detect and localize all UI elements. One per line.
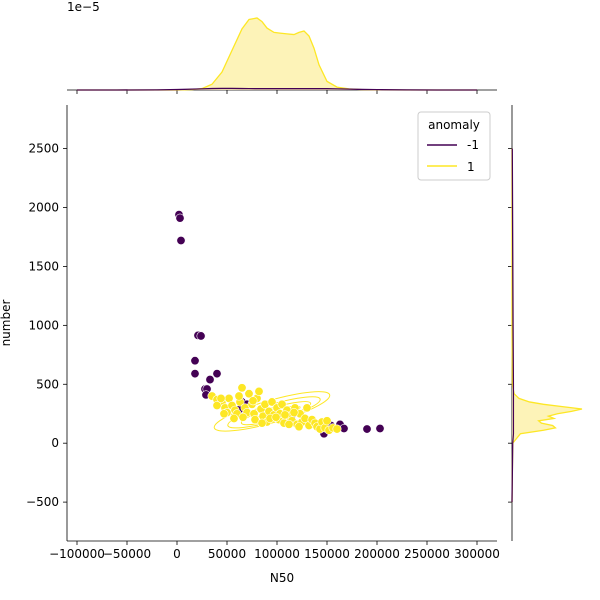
scatter-point-anomaly xyxy=(175,213,185,223)
right-marginal-distribution xyxy=(508,105,583,541)
scatter-point-normal xyxy=(254,386,264,396)
x-axis-ticks: −100000−50000 0 50000 100000 150000 200000 250… xyxy=(49,541,500,561)
scatter-point-anomaly xyxy=(190,369,200,379)
scatter-point-normal xyxy=(216,393,226,403)
scatter-point-normal xyxy=(271,412,281,422)
y-tick-label: 500 xyxy=(36,377,59,391)
scatter-point-normal xyxy=(280,410,290,420)
y-tick-label: 2500 xyxy=(28,142,59,156)
y-tick-label: −500 xyxy=(26,495,59,509)
x-tick-label: 150000 xyxy=(304,547,350,561)
top-marginal-scale-label: 1e−5 xyxy=(67,0,100,14)
scatter-point-normal xyxy=(250,415,260,425)
main-scatter-plot: −100000−50000 0 50000 100000 150000 200000 250… xyxy=(0,105,500,585)
scatter-point-normal xyxy=(257,418,267,428)
scatter-point-normal xyxy=(219,409,229,419)
scatter-point-anomaly xyxy=(205,375,215,385)
legend: anomaly -1 1 xyxy=(417,111,491,181)
top-kde-fill-normal xyxy=(77,18,477,90)
legend-label-anomaly: -1 xyxy=(467,138,479,152)
legend-title: anomaly xyxy=(428,118,480,132)
scatter-point-anomaly xyxy=(190,356,200,366)
top-kde-line-anomaly xyxy=(77,87,477,91)
scatter-point-normal xyxy=(277,399,287,409)
scatter-point-normal xyxy=(289,408,299,418)
x-tick-label: 200000 xyxy=(354,547,400,561)
legend-label-normal: 1 xyxy=(467,160,475,174)
y-axis-label: number xyxy=(0,300,13,347)
y-tick-label: 0 xyxy=(51,436,59,450)
x-tick-label: 300000 xyxy=(454,547,500,561)
x-tick-label: 0 xyxy=(173,547,181,561)
scatter-point-normal xyxy=(302,403,312,413)
scatter-point-normal xyxy=(332,424,342,434)
scatter-point-normal xyxy=(237,383,247,393)
scatter-point-normal xyxy=(244,389,254,399)
y-tick-label: 1500 xyxy=(28,259,59,273)
x-tick-label: −50000 xyxy=(103,547,151,561)
legend-frame xyxy=(417,111,491,181)
scatter-point-anomaly xyxy=(176,236,186,246)
x-tick-label: 100000 xyxy=(254,547,300,561)
scatter-point-normal xyxy=(248,396,258,406)
right-kde-fill-normal xyxy=(512,148,582,503)
scatter-point-normal xyxy=(234,391,244,401)
scatter-point-normal xyxy=(212,400,222,410)
y-axis-ticks: −500 0 500 1000 1500 2000 2500 xyxy=(26,142,67,509)
top-marginal-distribution xyxy=(67,17,497,94)
x-tick-label: 50000 xyxy=(208,547,246,561)
scatter-point-normal xyxy=(229,413,239,423)
scatter-point-anomaly xyxy=(375,423,385,433)
scatter-point-anomaly xyxy=(362,424,372,434)
y-tick-label: 1000 xyxy=(28,318,59,332)
scatter-point-anomaly xyxy=(196,331,206,341)
scatter-point-normal xyxy=(294,422,304,432)
right-kde-line-anomaly xyxy=(511,148,515,503)
scatter-point-normal xyxy=(238,412,248,422)
x-tick-label: 250000 xyxy=(404,547,450,561)
y-tick-label: 2000 xyxy=(28,201,59,215)
scatter-point-anomaly xyxy=(212,369,222,379)
scatter-point-normal xyxy=(284,419,294,429)
scatter-point-normal xyxy=(267,397,277,407)
right-kde-line-normal xyxy=(511,148,583,503)
x-tick-label: −100000 xyxy=(49,547,105,561)
x-axis-label: N50 xyxy=(270,571,294,585)
scatter-point-normal xyxy=(322,416,332,426)
scatter-points xyxy=(174,210,385,439)
